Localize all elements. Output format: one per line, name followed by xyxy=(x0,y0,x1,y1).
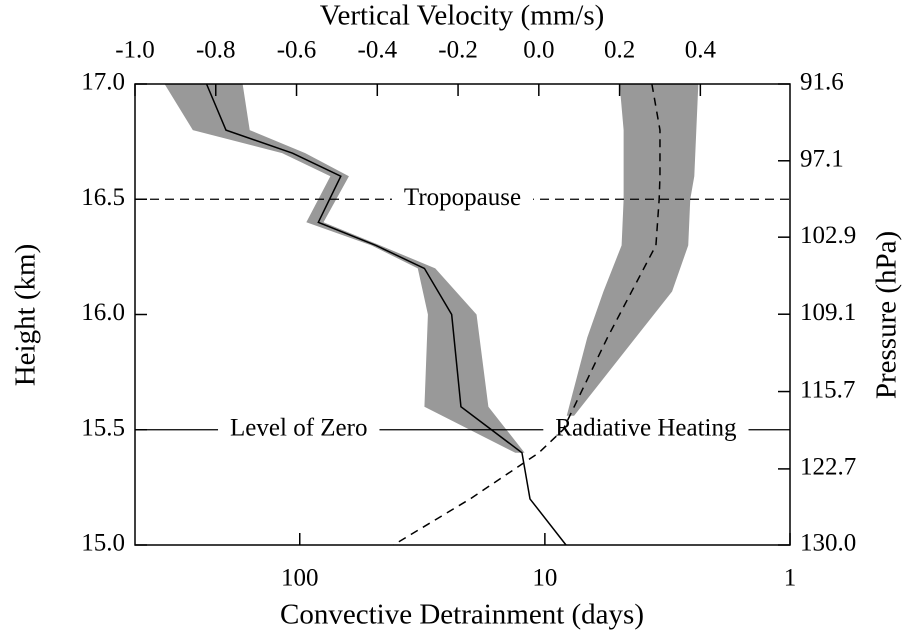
y2-tick-label: 109.1 xyxy=(800,299,856,326)
x2-tick-label: -0.6 xyxy=(277,37,317,64)
y2-tick-label: 97.1 xyxy=(800,146,844,173)
x2-tick-label: 0.4 xyxy=(685,37,717,64)
y2-tick-label: 130.0 xyxy=(800,530,856,557)
x2-tick-label: -0.2 xyxy=(438,37,478,64)
annotation-label: Radiative Heating xyxy=(555,414,737,441)
label-background xyxy=(543,415,749,444)
x-tick-label: 1 xyxy=(784,565,797,592)
x-axis-title: Convective Detrainment (days) xyxy=(280,599,644,631)
label-background xyxy=(391,185,534,214)
y2-tick-label: 102.9 xyxy=(800,222,856,249)
y-tick-label: 16.0 xyxy=(81,299,125,326)
annotation-label: Level of Zero xyxy=(230,414,367,441)
x2-tick-label: 0.0 xyxy=(523,37,554,64)
x-tick-label: 100 xyxy=(281,565,319,592)
annotation-label: Tropopause xyxy=(404,184,521,211)
y2-tick-label: 122.7 xyxy=(800,454,856,481)
profile-line xyxy=(205,83,567,546)
x-tick-label: 10 xyxy=(532,565,557,592)
uncertainty-band xyxy=(164,84,525,453)
y-axis-title: Height (km) xyxy=(10,244,42,387)
y-tick-label: 15.0 xyxy=(81,530,125,557)
y-tick-label: 17.0 xyxy=(81,69,125,96)
y-tick-label: 15.5 xyxy=(81,414,125,441)
uncertainty-band xyxy=(563,84,699,430)
x2-tick-label: -1.0 xyxy=(115,37,155,64)
top-axis-title: Vertical Velocity (mm/s) xyxy=(320,0,605,32)
y2-tick-label: 115.7 xyxy=(800,376,855,403)
y-tick-label: 16.5 xyxy=(81,184,125,211)
y2-tick-label: 91.6 xyxy=(800,69,844,96)
x2-tick-label: 0.2 xyxy=(604,37,635,64)
profile-line xyxy=(393,83,661,546)
label-background xyxy=(218,415,380,444)
x2-tick-label: -0.8 xyxy=(196,37,236,64)
y2-axis-title: Pressure (hPa) xyxy=(871,231,903,399)
x2-tick-label: -0.4 xyxy=(358,37,398,64)
